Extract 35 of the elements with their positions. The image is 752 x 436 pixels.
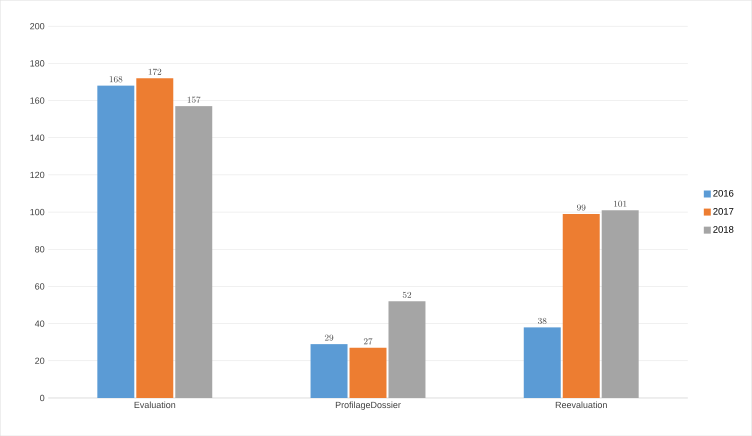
data-label: 52 — [402, 292, 412, 298]
legend-label: 2018 — [713, 226, 734, 233]
bar — [310, 344, 348, 398]
x-tick-label: Evaluation — [134, 401, 176, 408]
y-tick-label: 180 — [30, 60, 44, 66]
data-label: 157 — [188, 96, 201, 103]
y-tick-label: 120 — [30, 172, 44, 178]
x-tick-label: Reevaluation — [556, 401, 607, 408]
legend-label: 2017 — [713, 208, 734, 215]
y-tick-label: 20 — [35, 358, 44, 364]
data-label: 29 — [324, 334, 334, 341]
bar — [350, 348, 386, 398]
y-tick-label: 200 — [30, 22, 44, 30]
y-tick-label: 160 — [30, 97, 44, 104]
bar — [136, 78, 174, 398]
bar — [602, 210, 639, 398]
bar — [524, 327, 561, 398]
data-label: 38 — [538, 318, 546, 324]
y-tick-label: 80 — [35, 246, 44, 252]
y-tick-label: 140 — [30, 134, 44, 141]
y-tick-label: 60 — [35, 283, 44, 290]
bar — [388, 301, 426, 398]
bar — [562, 214, 600, 398]
data-label: 168 — [110, 76, 122, 82]
data-label: 27 — [364, 338, 372, 344]
y-tick-label: 40 — [34, 320, 44, 327]
data-label: 101 — [614, 200, 626, 207]
data-label: 172 — [148, 68, 162, 75]
bar — [175, 106, 212, 398]
bar — [97, 86, 134, 398]
data-label: 99 — [577, 204, 586, 211]
x-tick-label: ProfilageDossier — [336, 401, 401, 410]
y-tick-label: 0 — [40, 394, 44, 402]
y-tick-label: 100 — [30, 208, 44, 216]
legend-label: 2016 — [713, 190, 734, 197]
